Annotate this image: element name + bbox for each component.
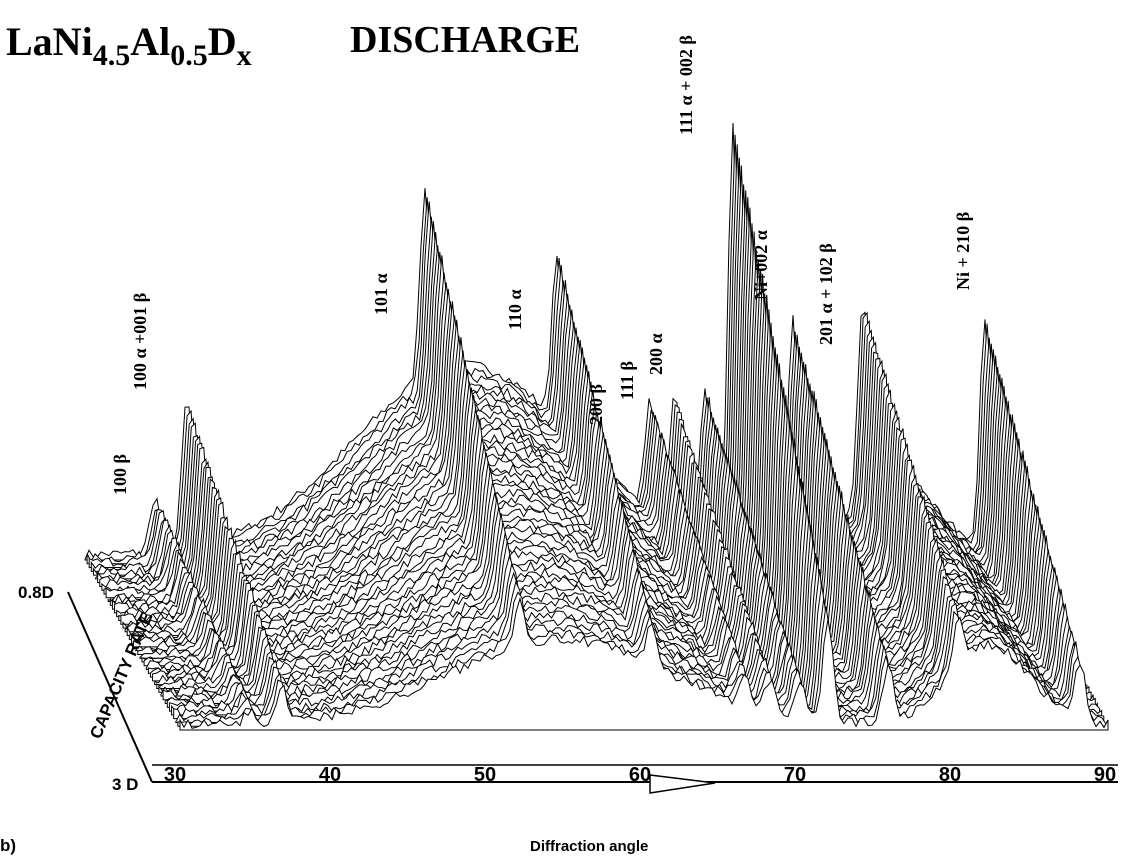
- direction-arrow: [649, 774, 716, 794]
- peak-label: 201 α + 102 β: [816, 243, 836, 345]
- surface-row: [164, 532, 1094, 705]
- peak-label: Ni+002 α: [751, 230, 771, 300]
- surface-row: [137, 395, 1067, 655]
- panel-label: b): [0, 836, 16, 855]
- surface-row: [152, 478, 1082, 682]
- title: DISCHARGE: [350, 19, 580, 61]
- surface-row: [124, 336, 1054, 633]
- peak-label: 111 α + 002 β: [676, 35, 696, 135]
- surface-row: [149, 466, 1079, 678]
- x-tick-label: 90: [1094, 764, 1116, 786]
- peak-label: 111 β: [617, 361, 637, 400]
- depth-label: CAPACITY RATE: [86, 610, 156, 742]
- peak-label: 110 α: [505, 289, 525, 330]
- depth-axis: [67, 591, 153, 783]
- surface-row: [145, 437, 1075, 671]
- x-tick-label: 80: [939, 764, 961, 786]
- surface-row: [126, 347, 1056, 637]
- x-tick-label: 40: [319, 764, 341, 786]
- x-tick-label: 60: [629, 764, 651, 786]
- formula-sub: 0.5: [170, 39, 208, 72]
- x-tick-label: 30: [164, 764, 186, 786]
- peak-label: 200 α: [646, 333, 666, 375]
- peak-label: Ni + 210 β: [953, 212, 973, 290]
- surface-row: [141, 419, 1071, 663]
- depth-back: 0.8D: [18, 583, 54, 602]
- formula: LaNi4.5Al0.5Dx: [6, 19, 252, 72]
- formula-sub: 4.5: [93, 39, 131, 72]
- depth-front: 3 D: [112, 775, 138, 794]
- peak-label: 100 α +001 β: [130, 293, 150, 390]
- formula-part: Al: [130, 19, 170, 64]
- x-label: Diffraction angle: [530, 838, 648, 855]
- peak-label: 101 α: [371, 273, 391, 315]
- x-tick-label: 50: [474, 764, 496, 786]
- x-tick-label: 70: [784, 764, 806, 786]
- formula-part: LaNi: [6, 19, 93, 64]
- surface-row: [133, 379, 1063, 648]
- peak-label: 200 β: [586, 384, 606, 425]
- formula-sub: x: [237, 39, 252, 72]
- formula-part: D: [208, 19, 237, 64]
- peak-label: 100 β: [110, 454, 130, 495]
- surface: [84, 122, 1109, 731]
- surface-row: [147, 456, 1077, 674]
- surface-row: [179, 596, 1109, 731]
